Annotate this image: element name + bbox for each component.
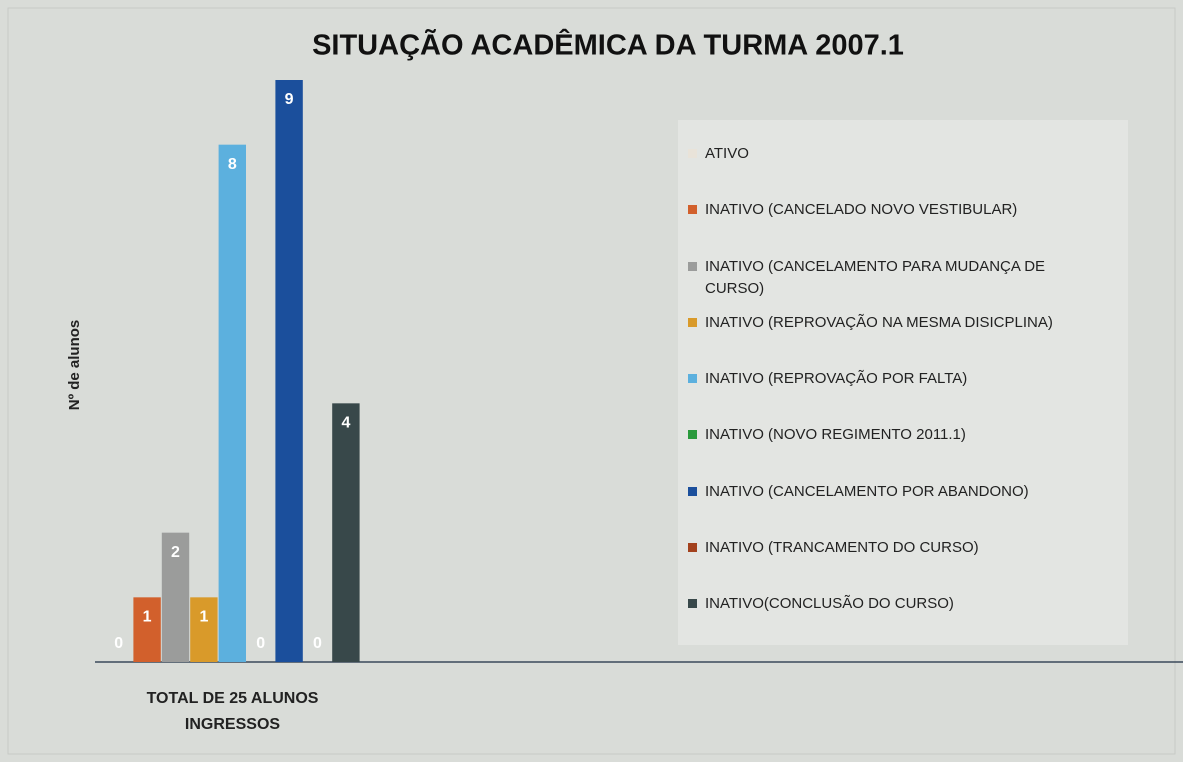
legend-item: INATIVO (REPROVAÇÃO POR FALTA) xyxy=(688,368,1108,390)
data-label: 0 xyxy=(114,635,123,652)
legend-swatch xyxy=(688,430,697,440)
bar xyxy=(133,597,161,662)
legend-item: INATIVO (CANCELAMENTO POR ABANDONO) xyxy=(688,481,1108,503)
legend-swatch xyxy=(688,542,697,552)
legend-label: INATIVO (TRANCAMENTO DO CURSO) xyxy=(705,538,979,556)
legend-label: INATIVO (REPROVAÇÃO POR FALTA) xyxy=(705,370,968,387)
legend-swatch xyxy=(688,486,697,496)
data-label: 9 xyxy=(285,91,294,108)
chart-frame xyxy=(7,7,1176,755)
data-label: 8 xyxy=(228,156,237,173)
legend-item: INATIVO (REPROVAÇÃO NA MESMA DISICPLINA) xyxy=(688,312,1108,334)
legend-swatch xyxy=(688,374,697,383)
data-label: 0 xyxy=(256,635,265,652)
legend-item: INATIVO (CANCELADO NOVO VESTIBULAR) xyxy=(688,199,1108,221)
legend-item: INATIVO(CONCLUSÃO DO CURSO) xyxy=(688,593,1108,615)
legend-label: ATIVO xyxy=(705,145,749,162)
y-axis-label: Nº de alunos xyxy=(66,320,83,411)
legend-label: INATIVO (CANCELADO NOVO VESTIBULAR) xyxy=(705,201,1018,219)
x-tick-label: TOTAL DE 25 ALUNOS INGRESSOS xyxy=(146,690,319,733)
legend-swatch xyxy=(688,205,697,215)
legend-swatch xyxy=(688,317,697,327)
data-label: 2 xyxy=(171,544,180,561)
bar xyxy=(190,597,218,662)
legend-label: INATIVO (REPROVAÇÃO NA MESMA DISICPLINA) xyxy=(705,313,1053,331)
bar xyxy=(161,532,190,662)
legend-item: INATIVO (NOVO REGIMENTO 2011.1) xyxy=(688,424,1108,446)
legend-label: INATIVO(CONCLUSÃO DO CURSO) xyxy=(705,595,954,612)
legend-swatch xyxy=(688,149,697,158)
legend-label: INATIVO (NOVO REGIMENTO 2011.1) xyxy=(705,426,966,444)
data-label: 0 xyxy=(313,635,322,652)
legend: ATIVO INATIVO (CANCELADO NOVO VESTIBULAR)… xyxy=(678,120,1128,645)
data-label: 1 xyxy=(199,609,208,626)
data-label: 4 xyxy=(341,415,350,432)
legend-item: INATIVO (CANCELAMENTO PARA MUDANÇA DE CU… xyxy=(688,256,1108,300)
legend-label: INATIVO (CANCELAMENTO PARA MUDANÇA DE CU… xyxy=(705,257,1046,297)
legend-label: INATIVO (CANCELAMENTO POR ABANDONO) xyxy=(705,482,1029,500)
legend-swatch xyxy=(688,599,697,608)
bar xyxy=(218,144,246,662)
data-label: 1 xyxy=(143,609,152,626)
legend-item: ATIVO xyxy=(688,143,1108,165)
chart-title: SITUAÇÃO ACADÊMICA DA TURMA 2007.1 xyxy=(312,28,904,62)
legend-item: INATIVO (TRANCAMENTO DO CURSO) xyxy=(688,537,1108,559)
bar xyxy=(275,80,303,662)
bar xyxy=(332,403,360,662)
legend-swatch xyxy=(688,261,697,271)
